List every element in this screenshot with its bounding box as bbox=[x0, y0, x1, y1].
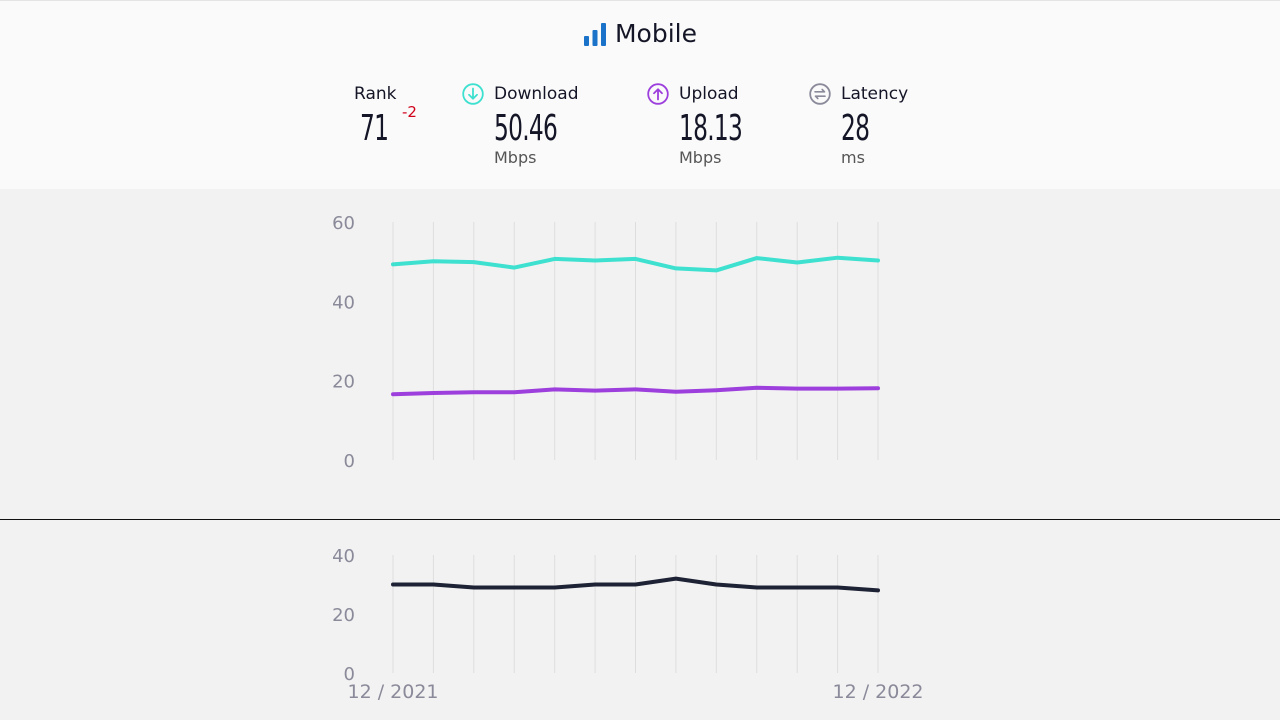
y-tick-label: 40 bbox=[332, 546, 355, 567]
y-tick-label: 20 bbox=[332, 372, 355, 393]
upload-arrow-icon bbox=[647, 83, 669, 105]
download-unit: Mbps bbox=[494, 148, 537, 167]
latency-label: Latency bbox=[841, 84, 909, 104]
upload-series-line bbox=[391, 385, 880, 397]
summary-header: Mobile Rank 71 -2 Download 50.46 Mbps bbox=[0, 0, 1280, 189]
title-row: Mobile bbox=[0, 19, 1280, 48]
upload-metric: Upload 18.13 Mbps bbox=[647, 81, 767, 167]
rank-change-badge: -2 bbox=[402, 103, 417, 121]
x-axis-end-label: 12 / 2022 bbox=[832, 681, 923, 703]
latency-icon bbox=[809, 83, 831, 105]
download-metric: Download 50.46 Mbps bbox=[462, 81, 582, 167]
latency-unit: ms bbox=[841, 148, 865, 167]
y-tick-label: 20 bbox=[332, 605, 355, 626]
download-series-line bbox=[391, 255, 880, 273]
y-tick-label: 60 bbox=[332, 213, 355, 234]
rank-metric: Rank 71 bbox=[354, 81, 399, 149]
page-title: Mobile bbox=[614, 19, 697, 48]
y-tick-label: 40 bbox=[332, 292, 355, 313]
latency-metric: Latency 28 ms bbox=[809, 81, 908, 167]
upload-label: Upload bbox=[679, 84, 739, 104]
rank-value: 71 bbox=[360, 108, 389, 149]
rank-label: Rank bbox=[354, 84, 397, 104]
download-arrow-icon bbox=[462, 83, 484, 105]
download-value: 50.46 bbox=[494, 108, 558, 149]
upload-unit: Mbps bbox=[679, 148, 722, 167]
chart-divider bbox=[0, 519, 1280, 520]
latency-value: 28 bbox=[841, 108, 870, 149]
x-axis-start-label: 12 / 2021 bbox=[347, 681, 438, 703]
y-tick-label: 0 bbox=[344, 664, 355, 685]
upload-value: 18.13 bbox=[679, 108, 743, 149]
signal-bars-icon bbox=[583, 22, 606, 46]
latency-series-line bbox=[391, 576, 880, 593]
y-tick-label: 0 bbox=[344, 451, 355, 472]
download-label: Download bbox=[494, 84, 579, 104]
